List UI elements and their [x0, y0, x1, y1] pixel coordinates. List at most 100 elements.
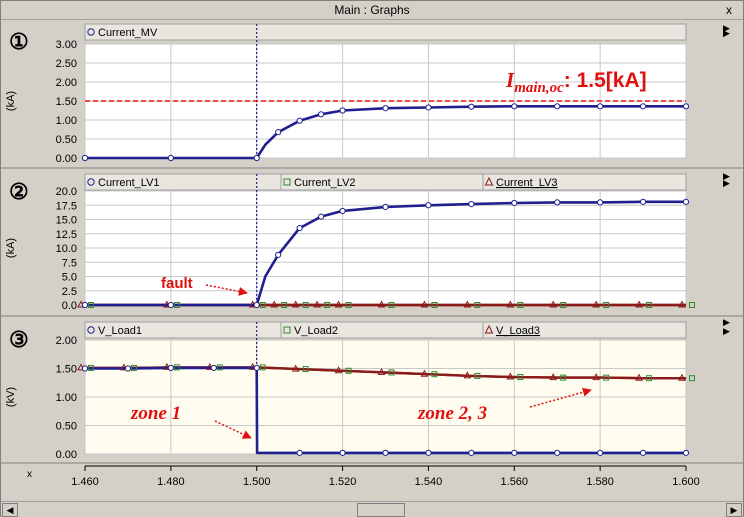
data-point — [420, 369, 429, 377]
y-tick-label: 2.00 — [56, 335, 77, 347]
data-point — [334, 366, 343, 374]
y-tick-label: 2.50 — [56, 58, 77, 70]
data-point — [678, 300, 686, 308]
data-point — [560, 374, 567, 381]
data-point — [554, 449, 561, 456]
data-point — [275, 129, 282, 136]
data-point — [302, 366, 309, 373]
data-point — [639, 198, 647, 205]
data-point — [639, 103, 647, 110]
panel-marker: ③ — [9, 327, 29, 352]
scroll-right-icon[interactable]: ▶ — [726, 503, 742, 517]
y-tick-label: 17.5 — [56, 200, 77, 212]
data-point — [339, 449, 346, 456]
legend-entry: V_Load3 — [496, 325, 540, 337]
data-point — [173, 364, 180, 371]
data-point — [506, 300, 515, 308]
x-tick-label: 1.600 — [672, 476, 700, 488]
data-point — [468, 449, 475, 456]
legend-circle-icon — [87, 28, 95, 36]
y-axis-label: (kV) — [5, 387, 17, 407]
legend-triangle-icon — [484, 324, 494, 334]
threshold-symbol: I — [505, 68, 515, 92]
legend-entry: Current_MV — [98, 27, 158, 39]
series-line-V_Load1 — [85, 366, 686, 455]
legend-square-icon — [283, 178, 291, 186]
data-point — [334, 300, 343, 308]
fault-arrow — [205, 284, 248, 296]
y-tick-label: 0.50 — [56, 134, 77, 146]
data-point — [88, 302, 94, 308]
window-titlebar: Main : Graphs x — [1, 1, 743, 20]
data-point — [296, 224, 303, 232]
data-point — [425, 104, 432, 111]
data-point — [377, 367, 386, 375]
legend-entry: V_Load1 — [98, 325, 142, 337]
data-point — [81, 365, 89, 372]
data-point — [377, 300, 386, 308]
legend-bar — [84, 321, 687, 339]
scroll-left-icon[interactable]: ◀ — [2, 503, 18, 517]
data-point — [635, 300, 643, 308]
data-point — [313, 300, 321, 308]
data-point — [318, 213, 325, 220]
legend-entry: V_Load2 — [294, 325, 338, 337]
data-point — [210, 364, 217, 372]
y-tick-label: 20.0 — [56, 186, 77, 198]
data-point — [463, 300, 472, 308]
data-point — [253, 364, 260, 372]
graph-panel-3: ▶ V_Load1 V_Load2 V_Load3 0.00 0.50 1.00 1.50 2.… — [1, 319, 743, 464]
data-point — [167, 364, 174, 372]
close-icon[interactable]: x — [726, 3, 732, 17]
data-point — [339, 107, 346, 114]
data-point — [281, 302, 288, 308]
data-point — [388, 369, 395, 376]
y-axis-label: (kA) — [5, 238, 17, 258]
data-point — [275, 251, 282, 258]
y-tick-label: 10.0 — [56, 243, 77, 255]
y-tick-label: 2.5 — [62, 286, 77, 298]
data-point — [597, 199, 604, 206]
scroll-thumb[interactable] — [357, 503, 405, 517]
y-tick-label: 0.00 — [56, 153, 77, 165]
data-point — [506, 372, 515, 380]
data-point — [635, 373, 643, 381]
y-axis-label: (kA) — [5, 91, 17, 111]
y-tick-label: 15.0 — [56, 215, 77, 227]
window-title: Main : Graphs — [334, 3, 410, 17]
horizontal-scrollbar[interactable]: ◀ ▶ — [1, 501, 743, 517]
data-point — [339, 207, 346, 215]
data-point — [167, 154, 174, 162]
data-point — [324, 302, 331, 308]
data-point — [167, 301, 174, 309]
data-point — [291, 300, 300, 308]
data-point — [682, 449, 690, 456]
data-point — [689, 302, 695, 308]
graph-panel-1: ▶ Current_MV 0.00 0.50 1.00 1.50 2.00 2.50 3.00 (… — [1, 21, 743, 169]
data-point — [425, 202, 432, 209]
data-point — [345, 302, 352, 308]
data-point — [130, 364, 137, 371]
data-point — [382, 203, 389, 211]
data-point — [382, 449, 389, 456]
data-point — [511, 103, 518, 110]
data-point — [597, 449, 604, 456]
x-tick-label: 1.460 — [71, 476, 99, 488]
y-tick-label: 7.5 — [62, 257, 77, 269]
data-point — [345, 367, 352, 374]
y-tick-label: 1.00 — [56, 115, 77, 127]
y-tick-label: 0.00 — [56, 449, 77, 461]
legend-entry: Current_LV3 — [496, 177, 558, 189]
legend-bar — [84, 173, 687, 191]
legend-triangle-icon — [484, 176, 494, 186]
data-point — [592, 373, 600, 381]
series-line-Current_LV1 — [85, 200, 686, 307]
x-tick-label: 1.580 — [586, 476, 614, 488]
data-point — [259, 302, 266, 308]
y-tick-label: 3.00 — [56, 39, 77, 51]
panel-menu-icon: ▶ — [723, 28, 730, 38]
legend-circle-icon — [87, 326, 95, 334]
zone23-annotation: zone 2, 3 — [417, 403, 487, 424]
data-point — [603, 374, 610, 381]
